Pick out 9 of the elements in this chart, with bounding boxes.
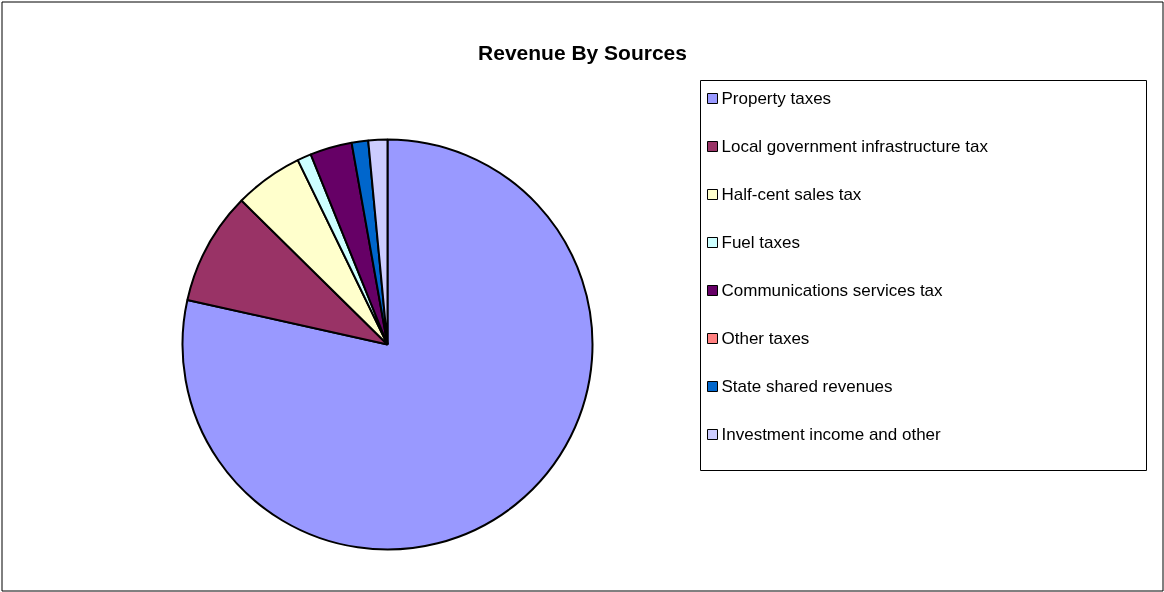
- legend-label: Fuel taxes: [721, 233, 800, 252]
- legend-label: Communications services tax: [721, 281, 944, 300]
- legend-label: Other taxes: [721, 329, 810, 348]
- legend-label: State shared revenues: [721, 377, 893, 396]
- legend-label: Half-cent sales tax: [721, 185, 862, 204]
- legend-label: Property taxes: [721, 89, 832, 108]
- chart-title: Revenue By Sources: [478, 41, 687, 64]
- legend-label: Local government infrastructure tax: [721, 137, 989, 156]
- legend-label: Investment income and other: [721, 425, 942, 444]
